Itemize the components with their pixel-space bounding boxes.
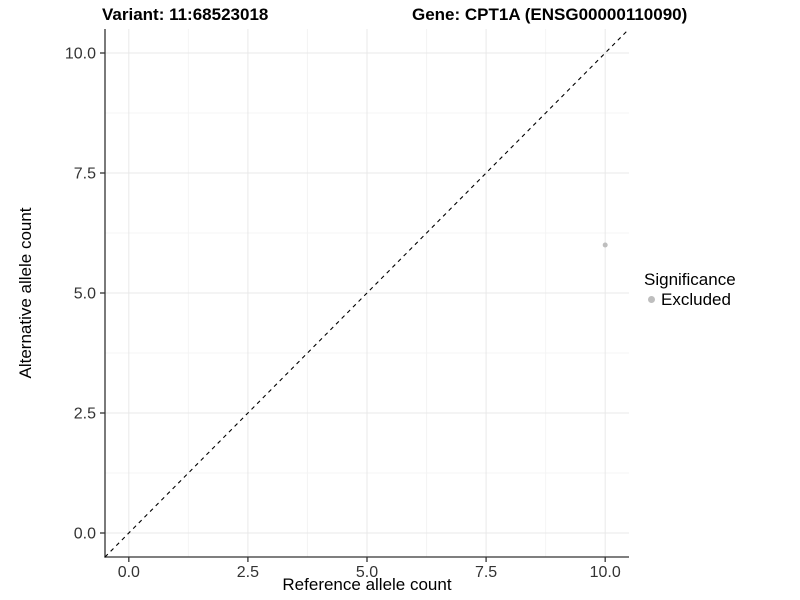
axes: 0.0 2.5 5.0 7.5 10.0 0.0 2.5 5.0 7.5 10.0 [65,29,629,581]
legend-item-excluded: Excluded [644,290,736,309]
identity-line-group [104,28,630,558]
legend: Significance Excluded [644,270,736,309]
excluded-marker-icon [648,296,655,303]
x-tick-label: 2.5 [237,564,259,581]
x-tick-label: 0.0 [118,564,140,581]
x-tick-label: 5.0 [356,564,378,581]
plot-title-gene: Gene: CPT1A (ENSG00000110090) [412,5,688,24]
y-axis-title: Alternative allele count [16,207,35,378]
x-tick-label: 7.5 [475,564,497,581]
legend-item-label: Excluded [661,290,731,309]
legend-title: Significance [644,270,736,289]
y-tick-label: 5.0 [74,286,96,303]
x-axis-title: Reference allele count [282,575,451,594]
data-point [602,242,608,248]
x-tick-label: 10.0 [590,564,621,581]
identity-line [104,28,630,558]
y-tick-label: 10.0 [65,46,96,63]
y-tick-label: 2.5 [74,406,96,423]
y-tick-label: 0.0 [74,526,96,543]
data-points [602,242,608,248]
plot-title-variant: Variant: 11:68523018 [102,5,269,24]
y-tick-label: 7.5 [74,166,96,183]
